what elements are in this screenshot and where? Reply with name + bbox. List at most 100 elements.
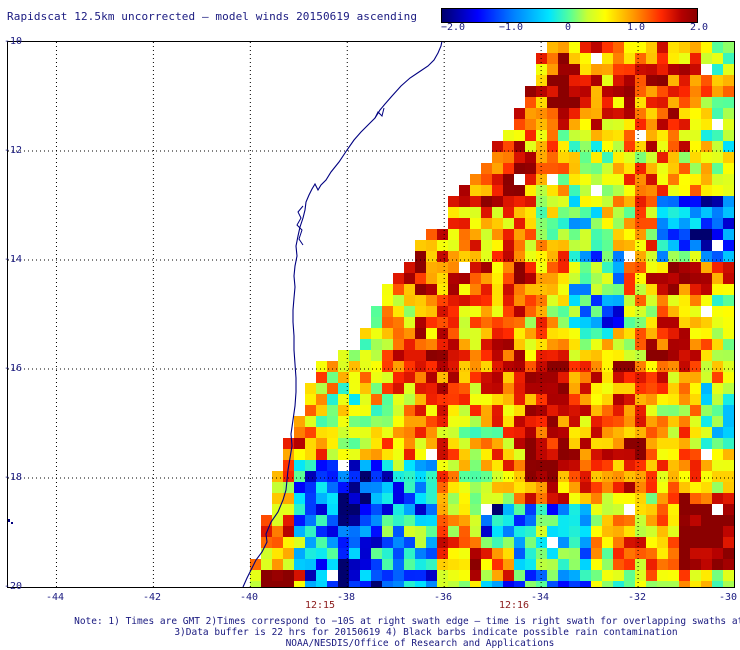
wind-diff-cell [602,108,613,119]
wind-diff-cell [514,471,525,482]
wind-diff-cell [382,504,393,515]
wind-diff-cell [503,449,514,460]
wind-diff-cell [635,559,646,570]
wind-diff-cell [558,306,569,317]
wind-diff-cell [448,504,459,515]
wind-diff-cell [404,372,415,383]
wind-diff-cell [657,460,668,471]
wind-diff-cell [569,119,580,130]
wind-diff-cell [646,108,657,119]
wind-diff-cell [602,174,613,185]
wind-diff-cell [283,548,294,559]
wind-diff-cell [349,350,360,361]
wind-diff-cell [481,306,492,317]
wind-diff-cell [437,548,448,559]
wind-diff-cell [646,97,657,108]
wind-diff-cell [558,130,569,141]
wind-diff-cell [525,207,536,218]
wind-diff-cell [701,350,712,361]
wind-diff-cell [635,339,646,350]
wind-diff-cell [437,526,448,537]
wind-diff-cell [316,526,327,537]
wind-diff-cell [613,75,624,86]
wind-diff-cell [371,438,382,449]
wind-diff-cell [470,361,481,372]
wind-diff-cell [635,361,646,372]
wind-diff-cell [613,119,624,130]
wind-diff-cell [624,185,635,196]
wind-diff-cell [536,372,547,383]
wind-diff-cell [547,119,558,130]
wind-diff-cell [679,86,690,97]
wind-diff-cell [360,394,371,405]
wind-diff-cell [547,350,558,361]
wind-diff-cell [602,42,613,53]
wind-diff-cell [338,548,349,559]
wind-diff-cell [525,482,536,493]
wind-diff-cell [305,427,316,438]
wind-diff-cell [591,273,602,284]
wind-diff-cell [305,438,316,449]
wind-diff-cell [668,471,679,482]
wind-diff-cell [701,240,712,251]
wind-diff-cell [415,394,426,405]
wind-diff-cell [481,262,492,273]
wind-diff-cell [635,229,646,240]
wind-diff-cell [712,174,723,185]
wind-diff-cell [283,515,294,526]
wind-diff-cell [591,526,602,537]
lat-label: -12 [4,145,23,156]
wind-diff-cell [404,339,415,350]
wind-diff-cell [437,383,448,394]
wind-diff-cell [547,581,558,587]
wind-diff-cell [690,108,701,119]
wind-diff-cell [613,361,624,372]
wind-diff-cell [503,361,514,372]
wind-diff-cell [591,559,602,570]
wind-diff-cell [305,515,316,526]
wind-diff-cell [690,97,701,108]
wind-diff-cell [536,548,547,559]
wind-diff-cell [569,174,580,185]
map-frame [7,41,735,588]
wind-diff-cell [558,581,569,587]
wind-diff-cell [283,526,294,537]
lon-label: -44 [45,592,65,603]
wind-diff-cell [635,537,646,548]
wind-diff-cell [635,383,646,394]
wind-diff-cell [415,240,426,251]
wind-diff-cell [514,273,525,284]
wind-diff-cell [712,537,723,548]
wind-diff-cell [679,42,690,53]
wind-diff-cell [580,427,591,438]
wind-diff-cell [360,383,371,394]
wind-diff-cell [624,317,635,328]
wind-diff-cell [514,152,525,163]
wind-diff-cell [360,515,371,526]
wind-diff-cell [558,207,569,218]
wind-diff-cell [712,548,723,559]
wind-diff-cell [492,284,503,295]
wind-diff-cell [338,537,349,548]
wind-diff-cell [481,240,492,251]
wind-diff-cell [569,328,580,339]
wind-diff-cell [569,108,580,119]
wind-diff-cell [646,119,657,130]
wind-diff-cell [360,416,371,427]
wind-diff-cell [591,471,602,482]
wind-diff-cell [503,372,514,383]
wind-diff-cell [294,526,305,537]
wind-diff-cell [602,559,613,570]
wind-diff-cell [657,42,668,53]
wind-diff-cell [503,273,514,284]
wind-diff-cell [448,471,459,482]
wind-diff-cell [459,493,470,504]
wind-diff-cell [470,570,481,581]
wind-diff-cell [547,306,558,317]
wind-diff-cell [371,449,382,460]
wind-diff-cell [382,548,393,559]
wind-diff-cell [283,570,294,581]
wind-diff-cell [679,163,690,174]
wind-diff-cell [481,581,492,587]
wind-diff-cell [349,438,360,449]
